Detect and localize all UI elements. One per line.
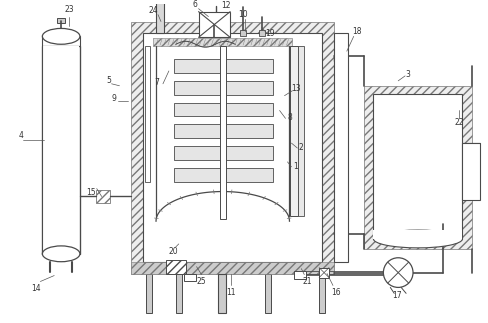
Bar — [319, 268, 329, 277]
Bar — [174, 81, 273, 95]
Text: 11: 11 — [226, 288, 236, 297]
Text: 7: 7 — [155, 78, 160, 87]
Bar — [42, 46, 80, 254]
Bar — [174, 168, 273, 182]
Text: 20: 20 — [168, 247, 178, 256]
Bar — [166, 260, 185, 274]
Bar — [153, 38, 292, 46]
Bar — [298, 46, 305, 216]
Text: 16: 16 — [331, 288, 341, 297]
Text: 14: 14 — [32, 284, 41, 293]
Bar — [174, 59, 273, 73]
Bar — [156, 0, 164, 33]
Text: 15: 15 — [86, 188, 96, 197]
Text: 9: 9 — [111, 94, 116, 103]
Bar — [334, 33, 348, 262]
Bar — [183, 274, 196, 281]
Text: 19: 19 — [265, 29, 275, 38]
Circle shape — [384, 258, 413, 287]
Text: 18: 18 — [352, 27, 362, 36]
Bar — [240, 30, 246, 36]
Text: 4: 4 — [18, 131, 23, 140]
Text: 6: 6 — [192, 0, 197, 9]
Bar — [319, 274, 325, 313]
Text: 25: 25 — [197, 277, 206, 286]
Bar — [290, 46, 298, 216]
Bar — [463, 143, 480, 200]
Bar — [220, 46, 226, 219]
Bar — [174, 103, 273, 116]
Bar — [57, 17, 65, 23]
Bar — [145, 46, 150, 182]
Bar — [146, 274, 152, 313]
Bar — [43, 46, 79, 254]
Text: 12: 12 — [222, 1, 231, 10]
Text: 2: 2 — [299, 142, 304, 151]
Text: 21: 21 — [303, 277, 312, 286]
Bar — [218, 274, 226, 313]
Bar — [294, 271, 306, 278]
Text: 22: 22 — [455, 118, 464, 127]
Bar — [364, 86, 472, 249]
Bar — [131, 262, 334, 274]
Bar — [96, 190, 110, 203]
Ellipse shape — [373, 230, 463, 248]
Bar — [373, 230, 463, 239]
Ellipse shape — [42, 28, 80, 44]
Text: 3: 3 — [406, 70, 410, 79]
Text: 8: 8 — [287, 113, 292, 122]
Bar — [176, 274, 182, 313]
Bar — [259, 30, 265, 36]
Text: 13: 13 — [291, 84, 301, 93]
Bar — [131, 22, 334, 274]
Text: 24: 24 — [148, 6, 158, 15]
Bar — [265, 274, 271, 313]
Text: 1: 1 — [293, 162, 298, 171]
Bar — [174, 124, 273, 138]
Text: 17: 17 — [392, 291, 402, 300]
Bar — [174, 146, 273, 160]
Bar — [199, 12, 230, 37]
Bar — [373, 94, 463, 239]
Text: 5: 5 — [106, 76, 111, 85]
Text: 10: 10 — [238, 10, 248, 19]
Bar — [143, 33, 322, 262]
Ellipse shape — [42, 246, 80, 262]
Text: 23: 23 — [64, 5, 74, 14]
